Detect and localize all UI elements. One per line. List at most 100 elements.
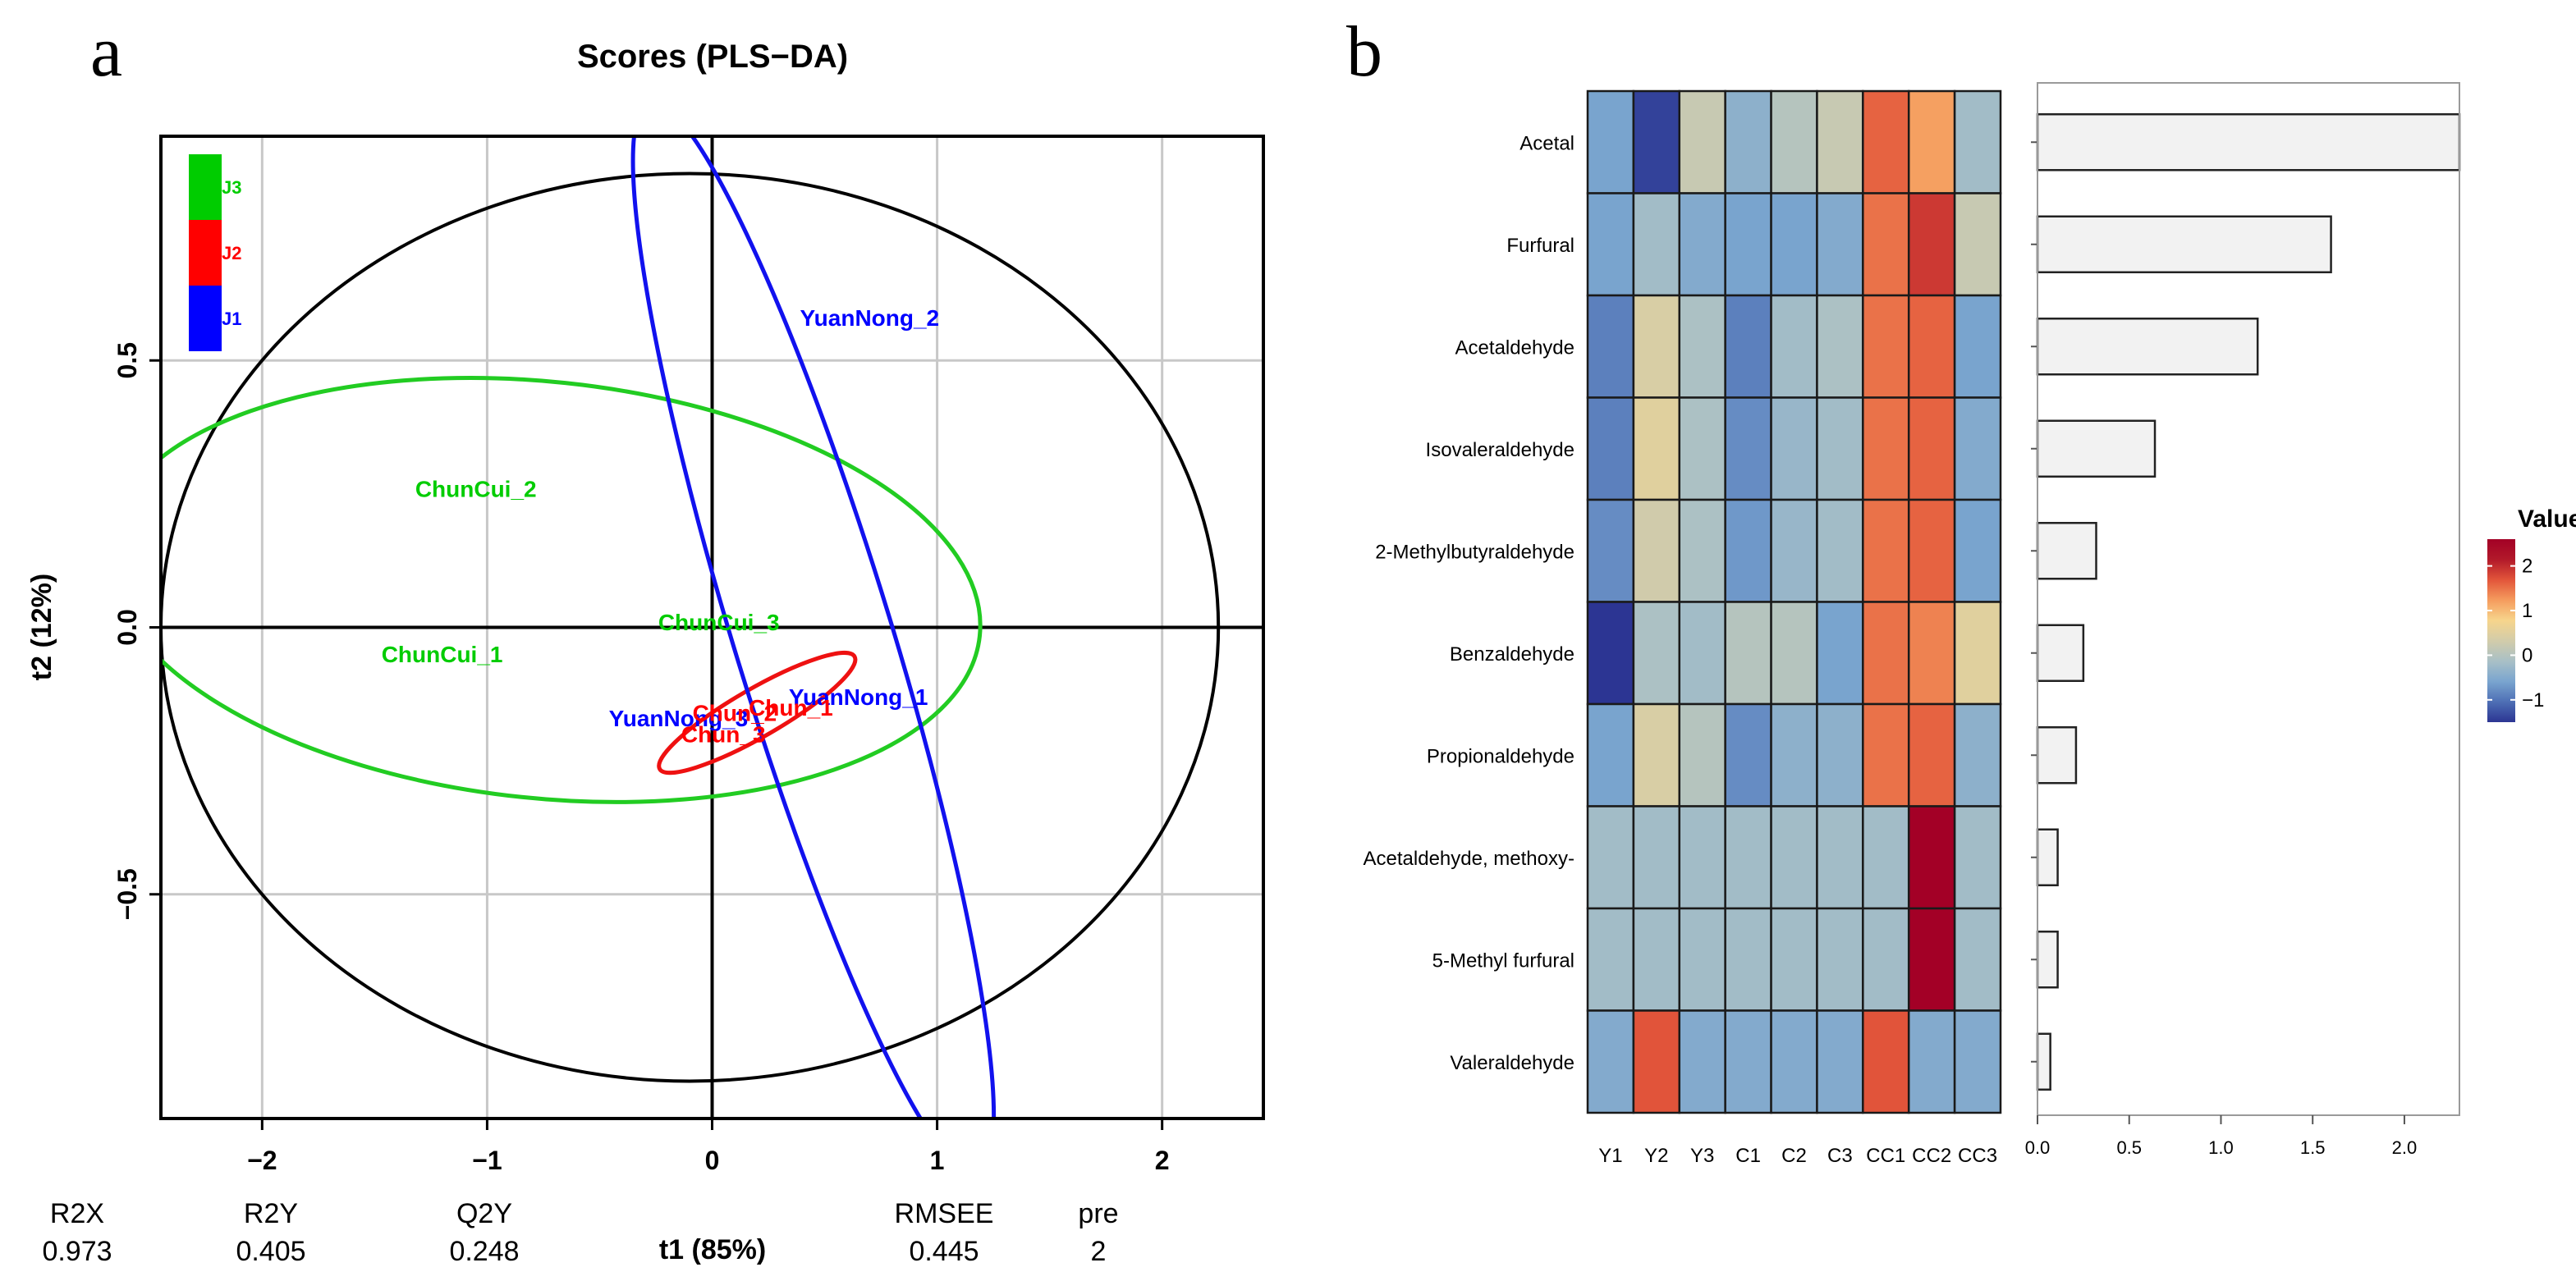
- heatmap-cell: [1586, 601, 1635, 706]
- heatmap-cell: [1632, 907, 1681, 1012]
- legend-swatch-J3: [189, 154, 222, 220]
- importance-bar: [2036, 522, 2097, 580]
- importance-bar: [2036, 1032, 2051, 1091]
- heatmap-cell: [1862, 396, 1910, 501]
- heatmap-cell: [1816, 702, 1864, 807]
- heatmap-cell: [1953, 294, 2002, 399]
- heatmap-cell: [1816, 1009, 1864, 1114]
- heatmap-cell: [1632, 702, 1681, 807]
- heatmap-cell: [1678, 294, 1726, 399]
- heatmap-cell: [1678, 192, 1726, 297]
- heatmap-cell: [1678, 702, 1726, 807]
- heatmap-cell: [1632, 805, 1681, 910]
- heatmap-cell: [1816, 907, 1864, 1012]
- heatmap-column-label: CC1: [1866, 1145, 1905, 1167]
- colorbar-gradient: [2487, 539, 2515, 722]
- heatmap-cell: [1770, 498, 1818, 603]
- heatmap-column-labels: Y1 Y2 Y3 C1 C2 C3 CC1 CC2 CC3: [1598, 1145, 1997, 1167]
- heatmap-column-label: Y3: [1690, 1145, 1714, 1167]
- heatmap-column-label: C1: [1735, 1145, 1761, 1167]
- heatmap-cell: [1816, 805, 1864, 910]
- heatmap-column-label: C3: [1827, 1145, 1853, 1167]
- importance-bar: [2036, 828, 2059, 886]
- group-legend: J3 J2 J1: [189, 154, 241, 351]
- score-label: YuanNong_2: [800, 305, 940, 331]
- heatmap-column-label: Y1: [1598, 1145, 1622, 1167]
- x-tick-label: 0: [705, 1146, 720, 1175]
- heatmap-cell: [1586, 498, 1635, 603]
- x-tick-label: 1: [930, 1146, 945, 1175]
- heatmap-row-label: Valeraldehyde: [1450, 1052, 1574, 1074]
- heatmap-cell: [1586, 702, 1635, 807]
- y-tick-label: 0.0: [112, 609, 142, 645]
- stat-header: Q2Y: [456, 1198, 512, 1229]
- stat-header: pre: [1078, 1198, 1118, 1229]
- heatmap-cell: [1770, 601, 1818, 706]
- heatmap-cell: [1632, 89, 1681, 194]
- confidence-ellipse-J2: [657, 651, 858, 775]
- heatmap-row-label: Acetal: [1519, 132, 1574, 154]
- heatmap-cell: [1953, 498, 2002, 603]
- heatmap-cell: [1907, 907, 1956, 1012]
- heatmap-cell: [1724, 702, 1772, 807]
- heatmap-cell: [1862, 294, 1910, 399]
- legend-swatch-J2: [189, 220, 222, 286]
- heatmap-cell: [1816, 192, 1864, 297]
- scores-point-labels: YuanNong_2 YuanNong_1 YuanNong_3 ChunCui_2 C…: [382, 305, 939, 747]
- heatmap-cell: [1632, 498, 1681, 603]
- importance-bar: [2036, 726, 2078, 785]
- heatmap-cell: [1724, 1009, 1772, 1114]
- heatmap-cell: [1862, 702, 1910, 807]
- heatmap-cell: [1816, 294, 1864, 399]
- stat-value: 2: [1091, 1236, 1107, 1267]
- colorbar-tick-label: −1: [2522, 689, 2544, 711]
- heatmap-cell: [1907, 192, 1956, 297]
- heatmap-column-label: CC2: [1912, 1145, 1951, 1167]
- panel-a-label: a: [90, 12, 122, 92]
- stat-header: R2Y: [244, 1198, 298, 1229]
- legend-label-J2: J2: [222, 243, 241, 263]
- scores-x-ticks: −2 −1 0 1 2: [247, 1119, 1170, 1175]
- heatmap-cell: [1816, 498, 1864, 603]
- bar-x-tick-label: 2.0: [2392, 1137, 2418, 1158]
- heatmap-row-label: Benzaldehyde: [1450, 643, 1574, 666]
- scores-y-axis-label: t2 (12%): [26, 574, 57, 680]
- heatmap-cell: [1586, 1009, 1635, 1114]
- y-tick-label: −0.5: [112, 868, 142, 920]
- heatmap-cell: [1953, 702, 2002, 807]
- heatmap-cell: [1586, 396, 1635, 501]
- importance-bar: [2036, 215, 2332, 273]
- heatmap: [1586, 89, 2002, 1114]
- heatmap-cell: [1724, 601, 1772, 706]
- bar-chart-frame: [2037, 82, 2460, 1116]
- heatmap-cell: [1816, 601, 1864, 706]
- heatmap-cell: [1678, 1009, 1726, 1114]
- heatmap-cell: [1907, 805, 1956, 910]
- score-label: YuanNong_3: [609, 706, 749, 731]
- bar-x-tick-label: 0.0: [2025, 1137, 2051, 1158]
- score-label: Chun_1: [749, 695, 833, 721]
- confidence-ellipse-J1: [630, 136, 997, 1119]
- heatmap-row-label: Isovaleraldehyde: [1426, 439, 1574, 461]
- colorbar-title: Value: [2518, 506, 2576, 533]
- heatmap-cell: [1770, 192, 1818, 297]
- heatmap-column-label: C2: [1781, 1145, 1807, 1167]
- heatmap-row-label: Acetaldehyde, methoxy-: [1364, 848, 1574, 870]
- stat-value: 0.248: [449, 1236, 519, 1267]
- heatmap-cell: [1953, 1009, 2002, 1114]
- scores-axes-lines: [161, 136, 1263, 1119]
- stat-value: 0.445: [909, 1236, 979, 1267]
- heatmap-cell: [1724, 498, 1772, 603]
- heatmap-cell: [1770, 702, 1818, 807]
- heatmap-cell: [1862, 907, 1910, 1012]
- heatmap-cell: [1907, 396, 1956, 501]
- importance-bar: [2036, 419, 2157, 478]
- score-label: Chun_2: [693, 701, 777, 726]
- heatmap-cell: [1770, 805, 1818, 910]
- x-tick-label: −1: [472, 1146, 502, 1175]
- heatmap-cell: [1770, 294, 1818, 399]
- heatmap-cell: [1586, 192, 1635, 297]
- heatmap-cell: [1770, 89, 1818, 194]
- heatmap-cell: [1953, 805, 2002, 910]
- scores-x-axis-label: t1 (85%): [659, 1234, 766, 1265]
